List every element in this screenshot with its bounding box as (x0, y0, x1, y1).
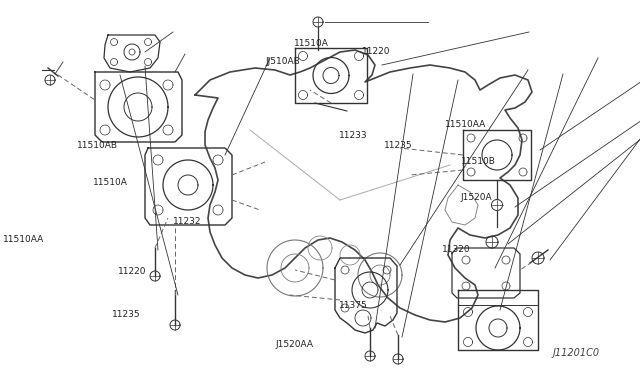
Text: 11220: 11220 (118, 267, 147, 276)
Text: JJ510AB: JJ510AB (266, 57, 300, 66)
Text: J11201C0: J11201C0 (553, 348, 600, 358)
Text: 11510AA: 11510AA (445, 120, 486, 129)
Text: 11510AA: 11510AA (3, 235, 44, 244)
Text: 11510B: 11510B (461, 157, 495, 166)
Text: J1520AA: J1520AA (275, 340, 313, 349)
Text: 11375: 11375 (339, 301, 368, 310)
Text: 11235: 11235 (112, 310, 141, 319)
Text: 11220: 11220 (362, 47, 390, 56)
Text: 11320: 11320 (442, 245, 470, 254)
Text: J1520A: J1520A (461, 193, 492, 202)
Text: 11232: 11232 (173, 217, 202, 226)
Text: 11510AB: 11510AB (77, 141, 118, 150)
Text: 11510A: 11510A (294, 39, 329, 48)
Text: 11510A: 11510A (93, 178, 127, 187)
Text: 11235: 11235 (384, 141, 413, 150)
Text: 11233: 11233 (339, 131, 368, 140)
